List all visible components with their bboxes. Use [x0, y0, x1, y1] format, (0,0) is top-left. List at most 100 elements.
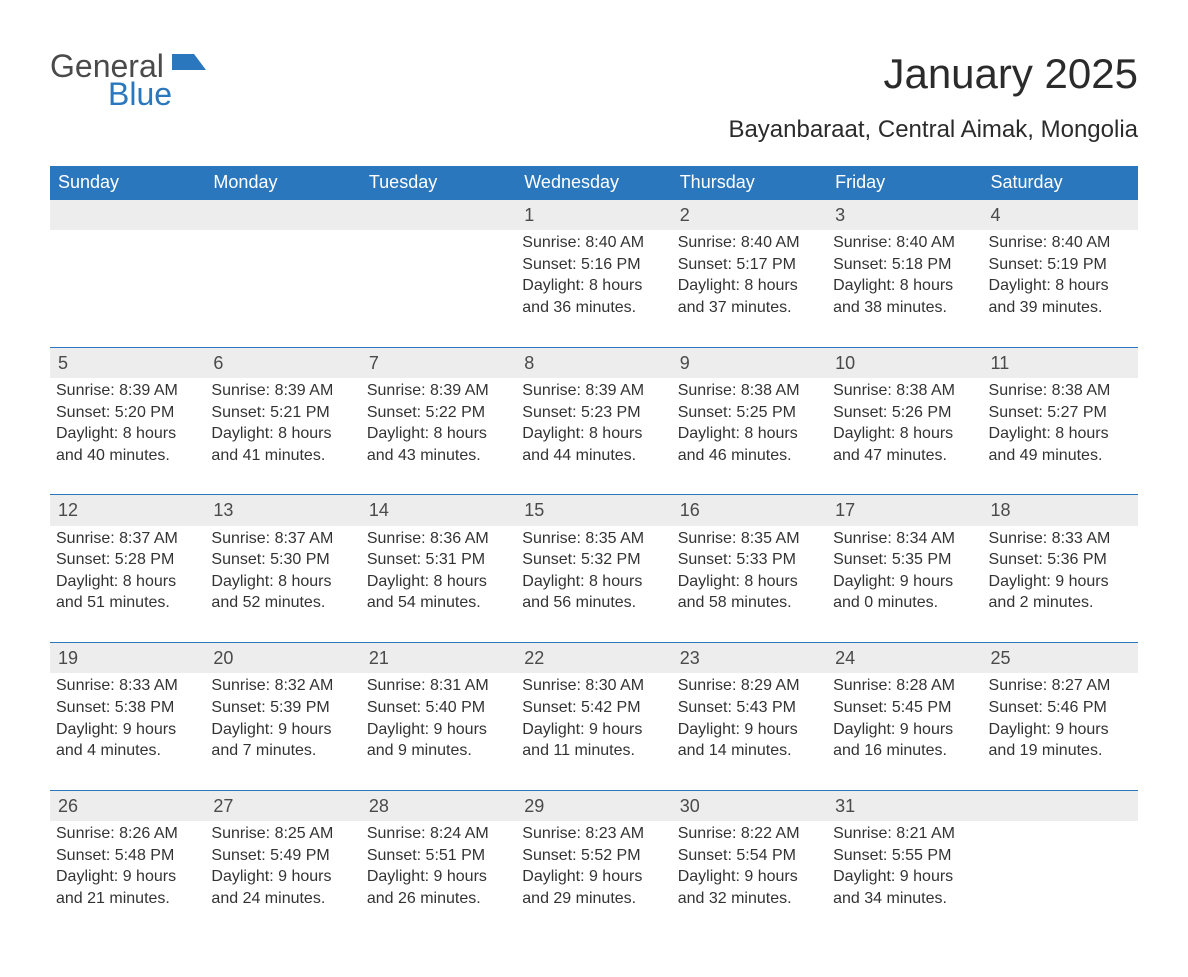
- daylight1-text: Daylight: 9 hours: [522, 866, 665, 888]
- daylight2-text: and 9 minutes.: [367, 740, 510, 762]
- page-header: General Blue January 2025 Bayanbaraat, C…: [50, 50, 1138, 154]
- weekday-header: Sunday: [50, 166, 205, 200]
- day-number-cell: 31: [827, 790, 982, 821]
- day-number-cell: 23: [672, 643, 827, 674]
- daylight2-text: and 51 minutes.: [56, 592, 199, 614]
- daylight1-text: Daylight: 8 hours: [522, 423, 665, 445]
- day-detail-cell: Sunrise: 8:28 AMSunset: 5:45 PMDaylight:…: [827, 673, 982, 790]
- daylight1-text: Daylight: 8 hours: [211, 423, 354, 445]
- day-detail-cell: Sunrise: 8:21 AMSunset: 5:55 PMDaylight:…: [827, 821, 982, 937]
- daylight2-text: and 41 minutes.: [211, 445, 354, 467]
- daylight2-text: and 16 minutes.: [833, 740, 976, 762]
- sunset-text: Sunset: 5:52 PM: [522, 845, 665, 867]
- day-number-cell: 18: [983, 495, 1138, 526]
- calendar-table: Sunday Monday Tuesday Wednesday Thursday…: [50, 166, 1138, 937]
- daylight1-text: Daylight: 8 hours: [367, 423, 510, 445]
- sunset-text: Sunset: 5:49 PM: [211, 845, 354, 867]
- daylight1-text: Daylight: 9 hours: [211, 719, 354, 741]
- day-number-cell: 22: [516, 643, 671, 674]
- daylight2-text: and 38 minutes.: [833, 297, 976, 319]
- day-detail-cell: Sunrise: 8:29 AMSunset: 5:43 PMDaylight:…: [672, 673, 827, 790]
- daylight2-text: and 40 minutes.: [56, 445, 199, 467]
- daylight1-text: Daylight: 8 hours: [678, 423, 821, 445]
- daylight2-text: and 24 minutes.: [211, 888, 354, 910]
- day-detail-cell: Sunrise: 8:24 AMSunset: 5:51 PMDaylight:…: [361, 821, 516, 937]
- detail-row: Sunrise: 8:39 AMSunset: 5:20 PMDaylight:…: [50, 378, 1138, 495]
- weekday-header: Wednesday: [516, 166, 671, 200]
- daylight1-text: Daylight: 8 hours: [522, 571, 665, 593]
- day-detail-cell: Sunrise: 8:38 AMSunset: 5:26 PMDaylight:…: [827, 378, 982, 495]
- day-detail-cell: [361, 230, 516, 347]
- sunset-text: Sunset: 5:22 PM: [367, 402, 510, 424]
- sunrise-text: Sunrise: 8:38 AM: [989, 380, 1132, 402]
- day-number-cell: 2: [672, 200, 827, 231]
- daylight1-text: Daylight: 8 hours: [989, 275, 1132, 297]
- day-detail-cell: Sunrise: 8:39 AMSunset: 5:20 PMDaylight:…: [50, 378, 205, 495]
- day-detail-cell: Sunrise: 8:35 AMSunset: 5:32 PMDaylight:…: [516, 526, 671, 643]
- weekday-header: Monday: [205, 166, 360, 200]
- day-detail-cell: Sunrise: 8:40 AMSunset: 5:17 PMDaylight:…: [672, 230, 827, 347]
- sunrise-text: Sunrise: 8:40 AM: [833, 232, 976, 254]
- daynum-row: 1234: [50, 200, 1138, 231]
- daylight1-text: Daylight: 9 hours: [678, 866, 821, 888]
- daylight2-text: and 54 minutes.: [367, 592, 510, 614]
- day-number-cell: 28: [361, 790, 516, 821]
- daylight2-text: and 14 minutes.: [678, 740, 821, 762]
- sunset-text: Sunset: 5:46 PM: [989, 697, 1132, 719]
- sunset-text: Sunset: 5:33 PM: [678, 549, 821, 571]
- daylight1-text: Daylight: 8 hours: [367, 571, 510, 593]
- weekday-header: Thursday: [672, 166, 827, 200]
- day-number-cell: 5: [50, 347, 205, 378]
- sunrise-text: Sunrise: 8:27 AM: [989, 675, 1132, 697]
- sunset-text: Sunset: 5:48 PM: [56, 845, 199, 867]
- sunset-text: Sunset: 5:16 PM: [522, 254, 665, 276]
- sunset-text: Sunset: 5:42 PM: [522, 697, 665, 719]
- daylight1-text: Daylight: 9 hours: [211, 866, 354, 888]
- day-number-cell: 12: [50, 495, 205, 526]
- sunset-text: Sunset: 5:43 PM: [678, 697, 821, 719]
- day-number-cell: 30: [672, 790, 827, 821]
- month-title: January 2025: [728, 50, 1138, 98]
- daynum-row: 262728293031: [50, 790, 1138, 821]
- day-detail-cell: Sunrise: 8:25 AMSunset: 5:49 PMDaylight:…: [205, 821, 360, 937]
- day-detail-cell: Sunrise: 8:38 AMSunset: 5:27 PMDaylight:…: [983, 378, 1138, 495]
- daylight2-text: and 4 minutes.: [56, 740, 199, 762]
- daylight1-text: Daylight: 9 hours: [522, 719, 665, 741]
- sunset-text: Sunset: 5:38 PM: [56, 697, 199, 719]
- day-number-cell: 9: [672, 347, 827, 378]
- day-detail-cell: Sunrise: 8:35 AMSunset: 5:33 PMDaylight:…: [672, 526, 827, 643]
- day-number-cell: 21: [361, 643, 516, 674]
- day-number-cell: 17: [827, 495, 982, 526]
- sunrise-text: Sunrise: 8:31 AM: [367, 675, 510, 697]
- daylight2-text: and 44 minutes.: [522, 445, 665, 467]
- daylight2-text: and 0 minutes.: [833, 592, 976, 614]
- daylight2-text: and 32 minutes.: [678, 888, 821, 910]
- daylight2-text: and 46 minutes.: [678, 445, 821, 467]
- sunset-text: Sunset: 5:39 PM: [211, 697, 354, 719]
- daylight2-text: and 37 minutes.: [678, 297, 821, 319]
- daylight2-text: and 36 minutes.: [522, 297, 665, 319]
- sunrise-text: Sunrise: 8:40 AM: [678, 232, 821, 254]
- sunrise-text: Sunrise: 8:26 AM: [56, 823, 199, 845]
- day-detail-cell: Sunrise: 8:34 AMSunset: 5:35 PMDaylight:…: [827, 526, 982, 643]
- day-number-cell: 27: [205, 790, 360, 821]
- daylight2-text: and 34 minutes.: [833, 888, 976, 910]
- daylight2-text: and 7 minutes.: [211, 740, 354, 762]
- sunset-text: Sunset: 5:18 PM: [833, 254, 976, 276]
- daylight1-text: Daylight: 8 hours: [56, 423, 199, 445]
- sunrise-text: Sunrise: 8:38 AM: [678, 380, 821, 402]
- day-number-cell: 15: [516, 495, 671, 526]
- sunset-text: Sunset: 5:45 PM: [833, 697, 976, 719]
- day-number-cell: 26: [50, 790, 205, 821]
- sunrise-text: Sunrise: 8:37 AM: [211, 528, 354, 550]
- day-number-cell: 16: [672, 495, 827, 526]
- sunrise-text: Sunrise: 8:37 AM: [56, 528, 199, 550]
- day-number-cell: 6: [205, 347, 360, 378]
- detail-row: Sunrise: 8:26 AMSunset: 5:48 PM Daylight:…: [50, 821, 1138, 937]
- sunrise-text: Sunrise: 8:35 AM: [522, 528, 665, 550]
- day-number-cell: [361, 200, 516, 231]
- day-detail-cell: Sunrise: 8:32 AMSunset: 5:39 PMDaylight:…: [205, 673, 360, 790]
- daylight2-text: and 11 minutes.: [522, 740, 665, 762]
- sunset-text: Sunset: 5:40 PM: [367, 697, 510, 719]
- daylight2-text: and 43 minutes.: [367, 445, 510, 467]
